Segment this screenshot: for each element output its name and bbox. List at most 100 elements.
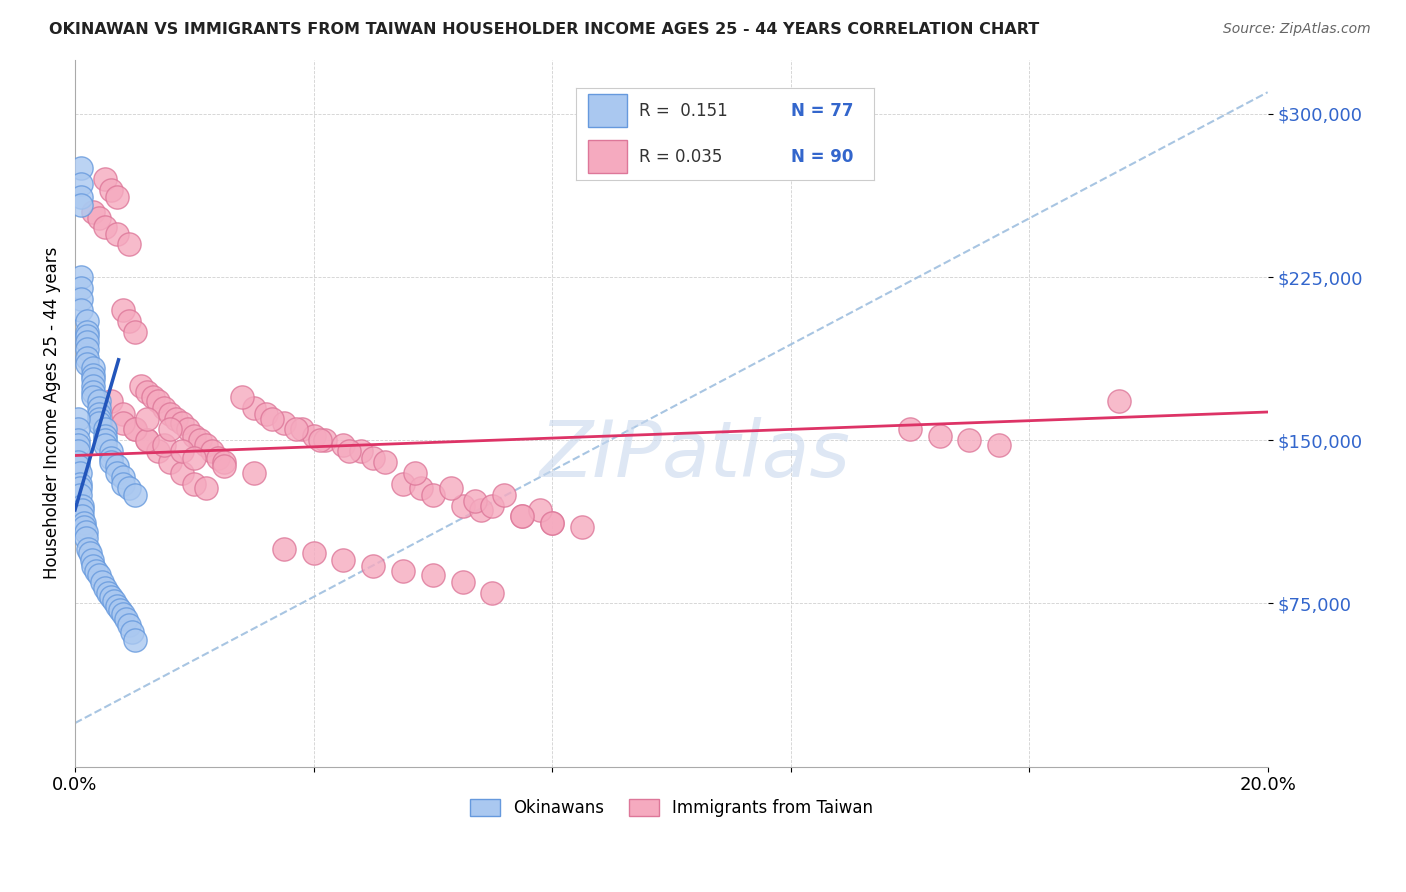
Point (87, 411, 110, 425)
Text: OKINAWAN VS IMMIGRANTS FROM TAIWAN HOUSEHOLDER INCOME AGES 25 - 44 YEARS CORRELA: OKINAWAN VS IMMIGRANTS FROM TAIWAN HOUSE… (49, 22, 1039, 37)
Point (100, 590, 122, 604)
Point (135, 434, 157, 448)
Point (159, 455, 181, 469)
Point (100, 450, 122, 465)
Point (70, 509, 93, 524)
Point (105, 466, 128, 480)
Point (70, 161, 93, 176)
Point (159, 407, 181, 421)
Point (66, 455, 89, 469)
Point (82, 205, 104, 219)
Point (392, 564, 415, 578)
Point (464, 494, 486, 508)
Point (66, 434, 89, 448)
Point (111, 407, 134, 421)
Point (374, 455, 396, 469)
Point (308, 434, 330, 448)
Point (302, 429, 325, 443)
Point (76, 357, 98, 371)
Point (135, 411, 157, 425)
Point (284, 422, 307, 436)
Point (159, 422, 181, 436)
Point (103, 594, 125, 608)
Point (70, 270, 93, 285)
Point (481, 585, 503, 599)
Point (82, 385, 104, 400)
Point (66, 459, 89, 474)
Point (94, 220, 117, 235)
Point (302, 546, 325, 560)
Point (75, 524, 97, 539)
Point (571, 520, 593, 534)
Point (111, 476, 134, 491)
Point (118, 237, 141, 252)
Point (94, 434, 117, 448)
Point (77, 542, 100, 557)
Point (332, 553, 354, 567)
Legend: Okinawans, Immigrants from Taiwan: Okinawans, Immigrants from Taiwan (461, 790, 882, 825)
Point (207, 450, 229, 465)
Point (510, 509, 533, 524)
Point (129, 379, 152, 393)
Point (314, 434, 336, 448)
Point (111, 470, 134, 484)
Point (105, 189, 128, 203)
Point (87, 394, 110, 409)
Y-axis label: Householder Income Ages 25 - 44 years: Householder Income Ages 25 - 44 years (44, 247, 60, 579)
Point (100, 394, 122, 409)
Point (988, 437, 1011, 451)
Point (82, 559, 104, 574)
Point (94, 422, 117, 436)
Point (212, 455, 235, 469)
Point (94, 172, 117, 186)
Point (529, 503, 551, 517)
Point (183, 429, 205, 443)
Point (97, 585, 120, 599)
Point (254, 407, 277, 421)
Point (94, 429, 117, 443)
Point (90, 574, 112, 589)
Point (82, 390, 104, 404)
Point (66, 437, 89, 451)
Point (243, 466, 266, 480)
Point (212, 459, 235, 474)
Point (494, 488, 516, 502)
Point (440, 481, 463, 495)
Point (231, 390, 253, 404)
Point (87, 401, 110, 415)
Point (361, 450, 384, 465)
Point (75, 531, 97, 545)
Point (94, 437, 117, 451)
Point (76, 325, 98, 339)
Point (183, 476, 205, 491)
Point (69, 488, 91, 502)
Point (291, 422, 314, 436)
Point (87, 407, 110, 421)
Point (273, 416, 295, 430)
Point (70, 499, 93, 513)
Point (350, 444, 373, 458)
Point (69, 466, 91, 480)
Point (135, 385, 157, 400)
Point (69, 481, 91, 495)
Point (1108, 394, 1130, 409)
Point (273, 542, 295, 557)
Point (76, 335, 98, 350)
Point (100, 444, 122, 458)
Point (172, 416, 194, 430)
Point (153, 437, 176, 451)
Point (76, 342, 98, 356)
Point (100, 183, 122, 197)
Point (124, 488, 146, 502)
Point (105, 227, 128, 241)
Point (114, 612, 136, 626)
Point (87, 211, 110, 226)
Point (188, 434, 211, 448)
Point (148, 444, 170, 458)
Point (928, 429, 950, 443)
Point (124, 325, 146, 339)
Point (118, 313, 141, 327)
Point (392, 476, 415, 491)
Point (153, 401, 176, 415)
Point (135, 434, 157, 448)
